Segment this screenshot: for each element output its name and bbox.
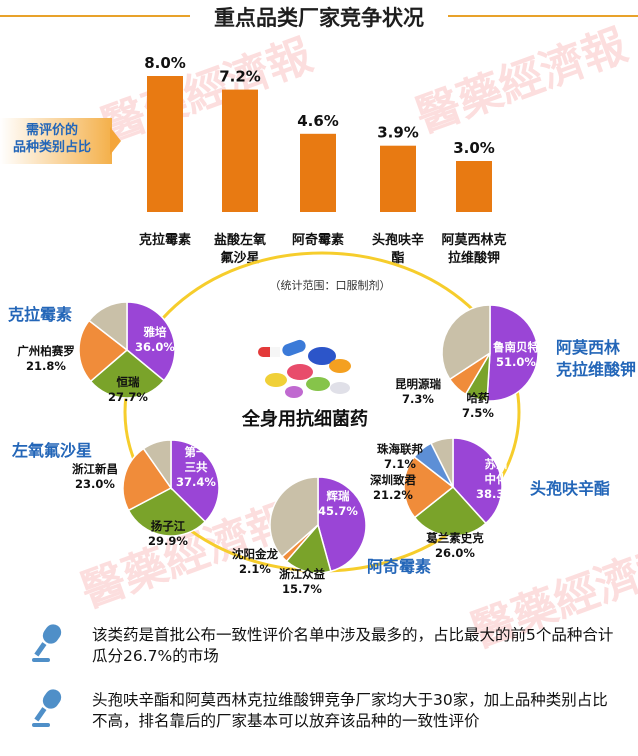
bar-value-labels: 8.0% 7.2% 4.6% 3.9% 3.0% [144,54,495,157]
bar-category-label: 克拉霉素 [139,232,191,248]
bar [456,161,492,212]
pie-slice-label: 浙江新昌 23.0% [72,462,118,491]
pie-slice [403,455,455,519]
bar-category-label: 头孢呋辛酯 [372,232,424,266]
bar-value-label: 7.2% [219,68,261,86]
bar [380,145,416,212]
pie-slice-label: 辉瑞 45.7% [318,489,358,518]
side-label-arrow-icon [110,127,121,155]
pie-slice [88,301,128,352]
bar-value-label: 3.9% [377,124,419,142]
pie-title: 头孢呋辛酯 [530,479,610,498]
pie-slice-label: 沈阳金龙 2.1% [232,547,278,576]
center-label: 全身用抗细菌药 [241,408,368,430]
pie-title: 阿奇霉素 [367,557,431,576]
pie-title: 左氧氟沙星 [11,441,92,460]
title-bar: 重点品类厂家竞争状况 [0,0,638,30]
pie-chart: 左氧氟沙星 第一三共 37.4% 扬子江 29.9% 浙江新昌 23.0% [11,439,220,548]
pie-slice [441,304,491,381]
pie-slice-label: 广州柏赛罗 21.8% [17,344,75,373]
pills-icon [255,332,355,408]
microphone-icon [28,687,68,731]
pie-slice [78,319,129,383]
bar-value-label: 3.0% [453,139,495,157]
pie-slice [127,487,207,537]
pie-slice-label: 昆明源瑞 7.3% [395,377,441,406]
bar-category-label: 阿莫西林克拉维酸钾 [441,232,506,266]
pie-slice [452,437,503,525]
pie-title: 阿莫西林克拉维酸钾 [556,338,636,379]
notes-panel: 该类药是首批公布一致性评价名单中涉及最多的，占比最大的前5个品种合计瓜分26.7… [0,608,638,756]
pie-chart: 阿奇霉素 辉瑞 45.7% 浙江众益 15.7%沈阳金龙 2.1% [232,476,431,596]
title-rule-left [0,15,190,17]
note-1: 该类药是首批公布一致性评价名单中涉及最多的，占比最大的前5个品种合计瓜分26.7… [92,626,614,665]
pie-slice [89,349,166,399]
side-label: 需评价的品种类别占比 [13,122,91,155]
bar [222,89,258,212]
pie-slice [122,447,173,512]
bar-category-label: 阿奇霉素 [292,232,344,248]
pie-title: 克拉霉素 [8,305,72,324]
pie-slice [269,476,319,558]
pie-slice-label: 哈药 7.5% [462,391,494,420]
pie-slice [413,485,487,537]
pie-slice [430,437,454,488]
pie-slice-label: 深圳致君 21.2% [370,473,416,502]
pie-slice-label: 苏州中化 38.3% [476,457,516,501]
scope-note: （统计范围：口服制剂） [270,278,391,292]
bar-value-label: 4.6% [297,112,339,130]
pie-slice [126,301,176,382]
pie-slice [170,439,220,523]
chart-svg: 需评价的品种类别占比 8.0% 7.2% 4.6% 3.9% 3.0% 克拉霉素 盐酸左氧… [0,54,636,596]
pie-slice-label: 扬子江 29.9% [148,519,188,548]
bar [147,76,183,212]
pie-slice-label: 恒瑞 27.7% [108,375,148,404]
bar-chart [147,76,492,212]
bar [300,133,336,212]
pie-slice-label: 雅培 36.0% [135,325,175,354]
pie-slice [142,439,172,491]
pie-slice-label: 浙江众益 15.7% [279,567,325,596]
pie-slice [285,523,332,574]
page-title: 重点品类厂家竞争状况 [204,6,434,30]
pie-slice-label: 鲁南贝特 51.0% [493,340,539,369]
pie-slice [317,476,367,573]
pie-slice [486,304,539,402]
note-2: 头孢呋辛酯和阿莫西林克拉维酸钾竞争厂家均大于30家，加上品种类别占比不高，排名靠… [92,691,608,730]
pie-slice-label: 第一三共 37.4% [176,445,216,489]
side-label-band [0,118,112,164]
pie-slice-label: 葛兰素史克 26.0% [425,531,484,560]
pie-slice-label: 珠海联邦 7.1% [377,442,423,471]
title-rule-right [448,15,638,17]
bar-category-label: 盐酸左氧氟沙星 [214,232,266,266]
microphone-icon [28,622,68,666]
bar-value-label: 8.0% [144,54,186,72]
